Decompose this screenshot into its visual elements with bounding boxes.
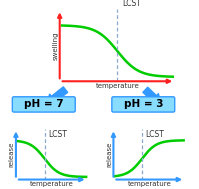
Y-axis label: release: release: [9, 141, 15, 167]
Text: pH = 3: pH = 3: [124, 99, 163, 109]
Text: pH = 7: pH = 7: [24, 99, 64, 109]
X-axis label: temperature: temperature: [30, 181, 74, 187]
X-axis label: temperature: temperature: [96, 83, 139, 89]
Text: LCST: LCST: [122, 0, 141, 8]
X-axis label: temperature: temperature: [127, 181, 171, 187]
Y-axis label: release: release: [106, 141, 112, 167]
Text: LCST: LCST: [48, 129, 67, 139]
Y-axis label: swelling: swelling: [52, 31, 58, 60]
Text: LCST: LCST: [146, 129, 165, 139]
